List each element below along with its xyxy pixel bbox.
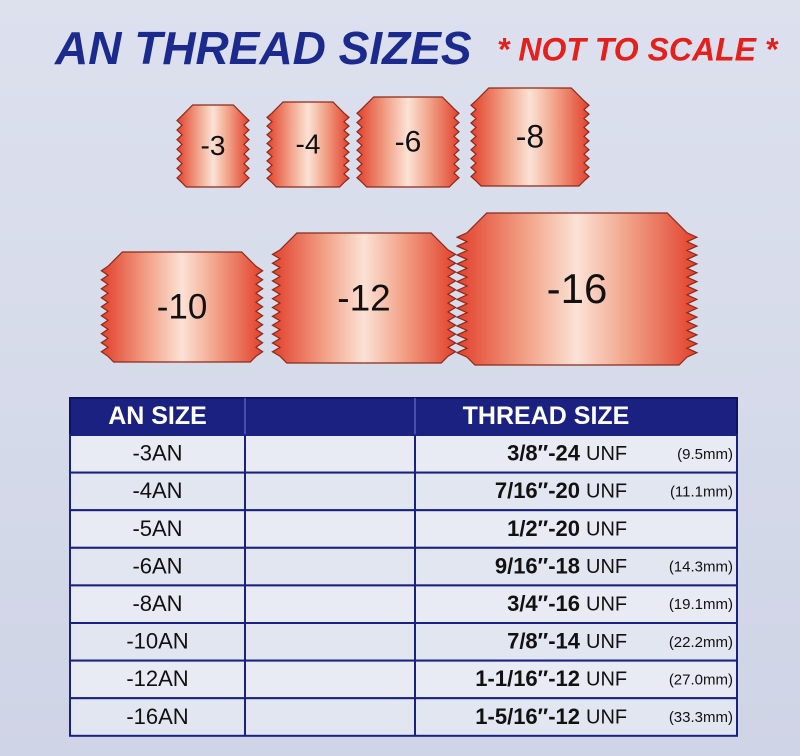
thread-size: 7/8″-14 xyxy=(507,629,581,654)
thread-unit: UNF xyxy=(586,556,627,578)
fitting xyxy=(455,212,699,366)
fitting-label: -8 xyxy=(516,118,544,154)
header-cell: AN SIZE xyxy=(108,402,207,430)
table-row xyxy=(69,622,738,662)
an-size: -16AN xyxy=(126,704,188,729)
thread-unit: UNF xyxy=(586,593,627,615)
thread-mm: (22.2mm) xyxy=(669,634,733,651)
fitting xyxy=(266,101,350,188)
thread-size: 1-1/16″-12 xyxy=(475,666,580,691)
note: * NOT TO SCALE * xyxy=(497,31,779,67)
fitting xyxy=(356,96,460,188)
header-cell: THREAD SIZE xyxy=(463,402,630,430)
fitting xyxy=(176,104,250,188)
thread-mm: (27.0mm) xyxy=(669,671,733,688)
table-row xyxy=(69,434,738,474)
table-row xyxy=(69,471,738,512)
table-row xyxy=(69,546,738,587)
thread-size: 3/8″-24 xyxy=(507,441,581,466)
table-header xyxy=(69,397,738,436)
fitting-label: -10 xyxy=(157,287,208,326)
an-size: -5AN xyxy=(132,516,182,541)
fitting-label: -3 xyxy=(201,130,226,161)
thread-unit: UNF xyxy=(586,669,627,691)
an-size: -4AN xyxy=(132,478,182,503)
an-size: -10AN xyxy=(126,629,188,654)
thread-mm: (9.5mm) xyxy=(677,446,733,463)
an-size: -8AN xyxy=(132,591,182,616)
fitting xyxy=(470,87,590,187)
thread-mm: (14.3mm) xyxy=(669,559,733,576)
thread-size: 1-5/16″-12 xyxy=(475,704,580,729)
thread-mm: (33.3mm) xyxy=(669,709,733,726)
thread-unit: UNF xyxy=(586,443,627,465)
thread-mm: (11.1mm) xyxy=(670,483,733,500)
fitting xyxy=(100,251,264,363)
thread-mm: (19.1mm) xyxy=(669,596,733,613)
thread-unit: UNF xyxy=(586,631,627,653)
an-size: -3AN xyxy=(132,441,182,466)
title: AN THREAD SIZES xyxy=(54,22,472,74)
thread-size: 1/2″-20 xyxy=(507,516,580,541)
fitting-label: -4 xyxy=(296,129,321,160)
fitting-label: -6 xyxy=(395,126,422,159)
fitting-label: -16 xyxy=(547,265,608,312)
thread-size: 9/16″-18 xyxy=(495,553,580,578)
thread-unit: UNF xyxy=(586,481,627,503)
an-size: -12AN xyxy=(126,666,188,691)
thread-unit: UNF xyxy=(586,518,627,540)
thread-unit: UNF xyxy=(586,706,627,728)
thread-size: 7/16″-20 xyxy=(495,478,580,503)
thread-size: 3/4″-16 xyxy=(507,591,580,616)
an-size: -6AN xyxy=(132,553,182,578)
fitting xyxy=(271,232,457,364)
fitting-label: -12 xyxy=(337,277,390,318)
table-row xyxy=(69,697,738,737)
